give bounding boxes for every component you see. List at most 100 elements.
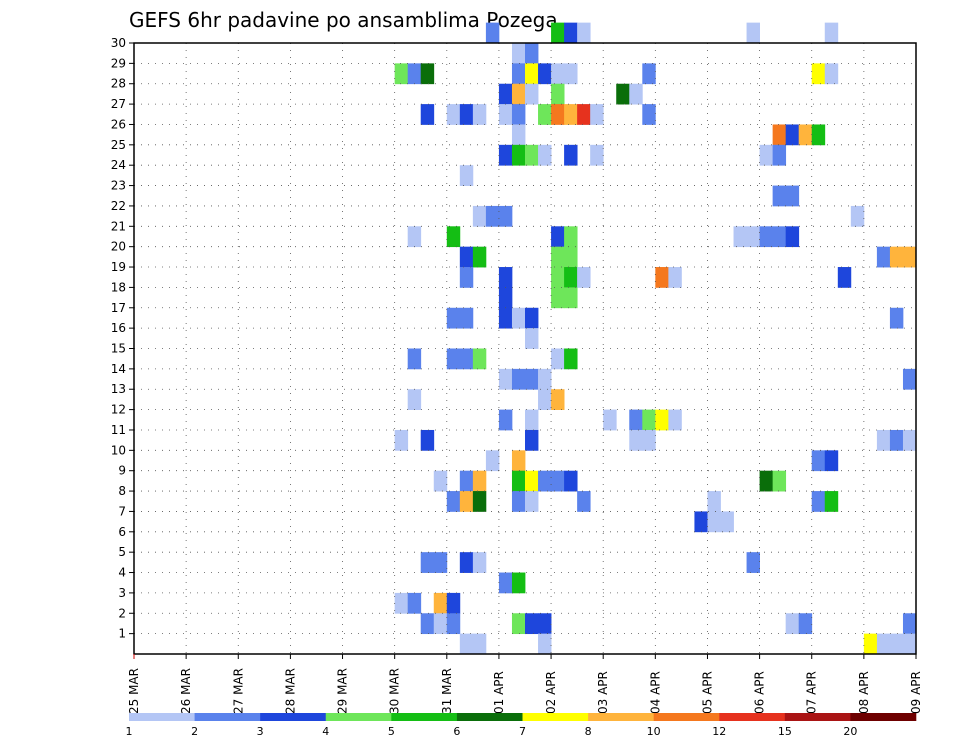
heat-cell — [498, 205, 513, 227]
heat-cell — [459, 552, 474, 573]
heat-cell — [538, 389, 552, 410]
heat-cell — [538, 63, 552, 85]
heat-cell — [525, 613, 539, 635]
heat-cell — [394, 429, 409, 451]
heat-cell — [902, 368, 917, 390]
x-tick-label: 25 MAR — [127, 668, 141, 714]
y-tick-label: 3 — [118, 586, 126, 600]
heat-cell — [433, 613, 448, 635]
heat-cell — [577, 104, 591, 125]
heat-cell — [551, 83, 565, 105]
heat-cell — [407, 389, 422, 410]
x-tick-label: 06 APR — [753, 671, 767, 714]
heat-cell — [694, 511, 708, 533]
colorbar-label: 5 — [388, 725, 395, 738]
heat-cell — [551, 104, 565, 125]
heat-cell — [498, 409, 513, 431]
heat-cell — [720, 511, 734, 533]
heat-cell — [446, 491, 461, 512]
heat-cell — [772, 144, 787, 166]
heat-cell — [407, 63, 422, 85]
y-tick-label: 28 — [111, 77, 126, 91]
heat-cell — [511, 470, 526, 492]
heat-cell — [564, 63, 578, 85]
heat-cell — [798, 124, 813, 146]
colorbar-swatch — [456, 713, 523, 721]
heat-cell — [824, 491, 839, 512]
heat-cell — [811, 124, 826, 146]
heat-cell — [498, 83, 513, 105]
heat-cell — [733, 226, 747, 248]
heat-cell — [498, 307, 513, 329]
heat-cell — [446, 592, 461, 614]
x-tick-label: 26 MAR — [179, 668, 193, 714]
heat-cell — [446, 348, 461, 370]
heat-cell — [498, 267, 513, 288]
y-tick-label: 1 — [118, 627, 126, 641]
heat-cell — [498, 144, 513, 166]
heat-cell — [511, 307, 526, 329]
colorbar-swatch — [260, 713, 327, 721]
heat-cell — [459, 633, 474, 655]
heat-cell — [511, 43, 526, 64]
heat-cell — [772, 124, 787, 146]
heat-cell — [707, 491, 721, 512]
heat-cell — [420, 63, 435, 85]
heat-cell — [551, 348, 565, 370]
y-tick-label: 26 — [111, 117, 126, 131]
heat-cell — [420, 429, 435, 451]
heat-cell — [551, 63, 565, 85]
heat-cell — [551, 470, 565, 492]
heat-cell — [511, 124, 526, 146]
heat-cell — [902, 613, 917, 635]
colorbar-label: 10 — [647, 725, 661, 738]
heat-cell — [459, 491, 474, 512]
heat-cell — [525, 83, 539, 105]
colorbar-label: 2 — [191, 725, 198, 738]
heat-cell — [459, 307, 474, 329]
heat-cell — [511, 491, 526, 512]
x-tick-label: 07 APR — [805, 671, 819, 714]
heat-cell — [564, 246, 578, 268]
y-tick-label: 20 — [111, 240, 126, 254]
heat-cell — [511, 144, 526, 166]
heat-cell — [446, 226, 461, 248]
colorbar-label: 8 — [585, 725, 592, 738]
heat-cell — [629, 83, 643, 105]
y-tick-label: 16 — [111, 321, 126, 335]
heat-cell — [629, 409, 643, 431]
x-tick-label: 05 APR — [700, 671, 714, 714]
heat-cell — [824, 22, 839, 44]
heat-cell — [798, 613, 813, 635]
heat-cell — [889, 429, 904, 451]
y-tick-label: 23 — [111, 179, 126, 193]
y-tick-label: 17 — [111, 301, 126, 315]
heat-cell — [472, 348, 487, 370]
heat-cell — [459, 470, 474, 492]
heat-cell — [525, 144, 539, 166]
heat-cell — [564, 144, 578, 166]
heat-cell — [551, 267, 565, 288]
heat-cell — [863, 633, 878, 655]
heat-cell — [785, 613, 800, 635]
heat-cell — [459, 267, 474, 288]
colorbar-swatch — [653, 713, 720, 721]
heat-cell — [551, 22, 565, 44]
heat-cell — [472, 633, 487, 655]
heat-cell — [407, 592, 422, 614]
y-tick-label: 12 — [111, 403, 126, 417]
heat-cell — [420, 104, 435, 125]
colorbar-swatch — [391, 713, 458, 721]
colorbar-label: 3 — [257, 725, 264, 738]
heat-cell — [655, 409, 669, 431]
heat-cell — [472, 246, 487, 268]
heat-cell — [498, 287, 513, 309]
heat-cell — [902, 429, 917, 451]
y-tick-label: 18 — [111, 280, 126, 294]
colorbar-label: 15 — [778, 725, 792, 738]
heat-cell — [394, 63, 409, 85]
x-axis: 25 MAR 26 MAR 27 MAR 28 MAR 29 MAR 30 MAR 31 M… — [127, 654, 923, 714]
heat-cell — [525, 43, 539, 64]
x-tick-label: 29 MAR — [336, 668, 350, 714]
